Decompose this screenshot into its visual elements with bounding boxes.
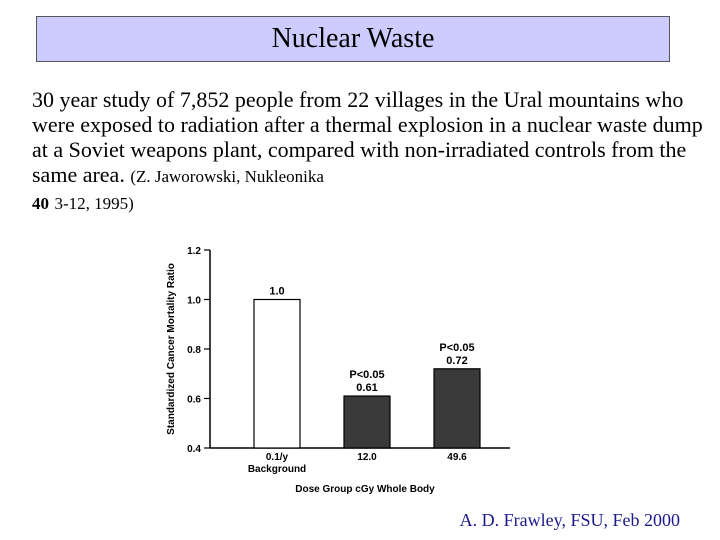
y-tick-label: 0.4: [187, 444, 201, 455]
bar-value-label: 1.0: [269, 286, 284, 298]
author-credit: A. D. Frawley, FSU, Feb 2000: [459, 510, 680, 530]
bar: [253, 298, 301, 449]
citation-volume: 40: [32, 194, 49, 213]
x-axis-label: Dose Group cGy Whole Body: [295, 484, 435, 495]
bar: [433, 368, 481, 449]
x-tick-label: 49.6: [447, 452, 467, 463]
description-text: 30 year study of 7,852 people from 22 vi…: [32, 87, 703, 187]
significance-label: P<0.05: [439, 342, 474, 354]
significance-label: P<0.05: [349, 369, 384, 381]
bar: [343, 395, 391, 449]
title-banner: Nuclear Waste: [36, 16, 670, 62]
y-tick-label: 1.0: [187, 296, 201, 307]
y-tick-label: 0.6: [187, 395, 201, 406]
x-tick-label: 0.1/y: [266, 452, 289, 463]
bar-value-label: 0.72: [446, 355, 467, 367]
study-description: 30 year study of 7,852 people from 22 vi…: [32, 87, 712, 216]
x-tick-label: 12.0: [357, 452, 377, 463]
bar-value-label: 0.61: [356, 382, 377, 394]
citation-author: (Z. Jaworowski, Nukleonika: [130, 167, 324, 186]
x-tick-label: Background: [248, 464, 306, 475]
slide-title: Nuclear Waste: [271, 23, 435, 54]
y-axis-label: Standardized Cancer Mortality Ratio: [166, 263, 177, 435]
y-tick-label: 0.8: [187, 345, 201, 356]
mortality-bar-chart: 0.4 0.6 0.8 1.0 1.2 Standardized Cancer Morta…: [166, 246, 510, 495]
y-tick-label: 1.2: [187, 246, 201, 257]
citation-pages: 3-12, 1995): [54, 194, 134, 213]
